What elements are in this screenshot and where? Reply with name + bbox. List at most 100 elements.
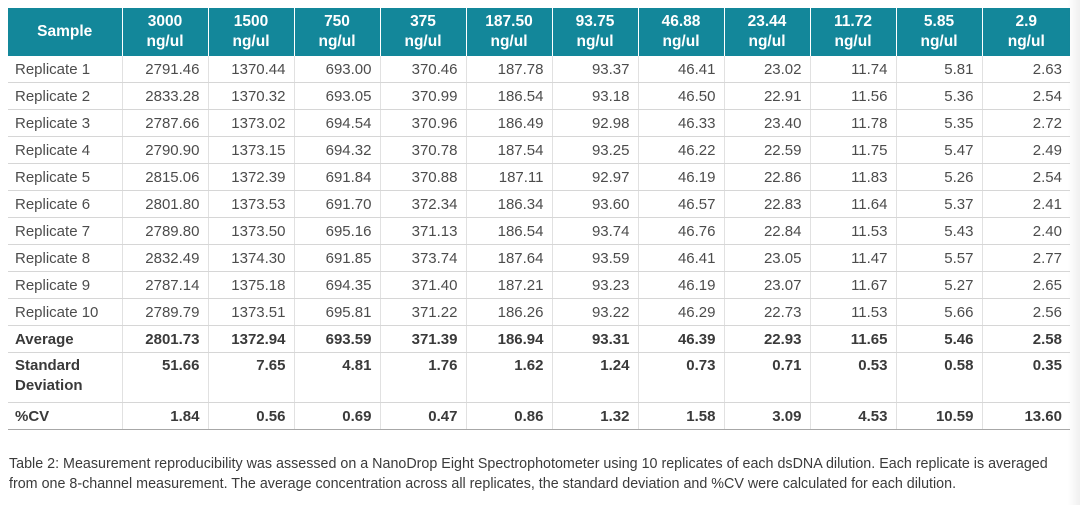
table-cell: 186.34 [466,190,553,218]
table-cell: 695.16 [294,217,381,245]
header-dilution: 93.75 ng/ul [552,8,639,56]
table-cell: 11.53 [810,217,897,245]
table-cell: 1373.02 [208,109,295,137]
table-cell: 1373.50 [208,217,295,245]
table-cell: 23.40 [724,109,811,137]
table-row: Replicate 10 2789.79 1373.51 695.81 371.22 18… [8,298,1070,326]
table-cell: 2801.73 [122,325,209,353]
table-cell: 0.71 [724,352,811,403]
header-dilution: 3000 ng/ul [122,8,209,56]
row-label-text: Standard [15,357,81,374]
table-cell: 2.41 [982,190,1070,218]
table-cell: 2.63 [982,56,1070,83]
row-label-text: Replicate 8 [15,249,91,267]
table-cell: 46.39 [638,325,725,353]
row-label: Replicate 5 [8,163,123,191]
table-cell: 186.94 [466,325,553,353]
table-cell: 187.54 [466,136,553,164]
table-cell: 694.32 [294,136,381,164]
table-cell: 5.36 [896,82,983,110]
table-cell: 1370.44 [208,56,295,83]
table-cell: 22.73 [724,298,811,326]
table-cell: 92.97 [552,163,639,191]
header-value: 2.9 [1015,13,1038,30]
table-row: Replicate 3 2787.66 1373.02 694.54 370.96 186… [8,109,1070,137]
table-cell: 23.05 [724,244,811,272]
row-label-text: Replicate 4 [15,141,91,159]
table-cell: 46.57 [638,190,725,218]
table-cell: 11.47 [810,244,897,272]
table-cell: 2791.46 [122,56,209,83]
page-edge-shadow [1068,0,1080,505]
table-cell: 11.56 [810,82,897,110]
table-cell: 22.91 [724,82,811,110]
table-cell: 2.40 [982,217,1070,245]
table-cell: 51.66 [122,352,209,403]
header-unit: ng/ul [920,33,958,50]
table-cell: 2.72 [982,109,1070,137]
table-cell: 693.05 [294,82,381,110]
header-dilution: 11.72 ng/ul [810,8,897,56]
row-label-text: Replicate 5 [15,168,91,186]
table-cell: 694.35 [294,271,381,299]
table-cell: 11.65 [810,325,897,353]
table-cell: 1.62 [466,352,553,403]
table-cell: 1.32 [552,402,639,430]
table-cell: 693.00 [294,56,381,83]
table-cell: 373.74 [380,244,467,272]
row-label-text: Replicate 3 [15,114,91,132]
table-cell: 2790.90 [122,136,209,164]
table-cell: 92.98 [552,109,639,137]
table-cell: 5.35 [896,109,983,137]
table-cell: 2.56 [982,298,1070,326]
table-header-row: Sample 3000 ng/ul 1500 ng/ul 750 ng/ul 375 ng/ul… [8,8,1070,56]
row-label: Replicate 1 [8,56,123,83]
header-unit: ng/ul [662,33,700,50]
table-cell: 23.02 [724,56,811,83]
row-label-text: Replicate 7 [15,222,91,240]
table-cell: 2789.80 [122,217,209,245]
row-label-text: Average [15,330,74,348]
table-cell: 5.57 [896,244,983,272]
table-cell: 187.21 [466,271,553,299]
header-unit: ng/ul [834,33,872,50]
row-label: Replicate 3 [8,109,123,137]
header-value: 23.44 [747,13,787,30]
table-cell: 22.86 [724,163,811,191]
row-label: Average [8,325,123,353]
row-label: Replicate 7 [8,217,123,245]
table-cell: 187.78 [466,56,553,83]
row-label: Replicate 8 [8,244,123,272]
table-cell: 693.59 [294,325,381,353]
table-cell: 370.78 [380,136,467,164]
row-label-text: Replicate 2 [15,87,91,105]
table-row: Average 2801.73 1372.94 693.59 371.39 186.94 9… [8,325,1070,353]
row-label-text: Replicate 1 [15,60,91,78]
table-cell: 1.84 [122,402,209,430]
table-cell: 1373.53 [208,190,295,218]
header-value: 750 [324,13,350,30]
table-cell: 370.99 [380,82,467,110]
table-row: Replicate 2 2833.28 1370.32 693.05 370.99 186… [8,82,1070,110]
row-label: Replicate 2 [8,82,123,110]
table-cell: 22.83 [724,190,811,218]
header-dilution: 46.88 ng/ul [638,8,725,56]
table-cell: 5.47 [896,136,983,164]
table-cell: 11.74 [810,56,897,83]
table-cell: 370.88 [380,163,467,191]
row-label-text: %CV [15,407,50,425]
table-cell: 0.86 [466,402,553,430]
table-cell: 186.26 [466,298,553,326]
table-cell: 3.09 [724,402,811,430]
table-cell: 2787.66 [122,109,209,137]
table-cell: 691.70 [294,190,381,218]
table-cell: 371.39 [380,325,467,353]
table-cell: 2.65 [982,271,1070,299]
row-label: %CV [8,402,123,430]
table-cell: 0.53 [810,352,897,403]
table-cell: 4.53 [810,402,897,430]
table-cell: 5.37 [896,190,983,218]
table-cell: 7.65 [208,352,295,403]
header-dilution: 1500 ng/ul [208,8,295,56]
